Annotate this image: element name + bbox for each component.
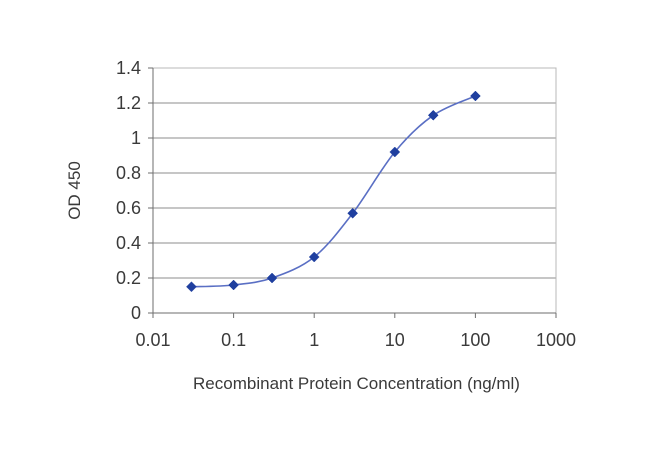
y-tick-label: 0.2 — [116, 268, 141, 288]
data-point-diamond — [347, 207, 359, 219]
x-tick-label: 10 — [385, 330, 405, 350]
grid-lines — [153, 67, 556, 279]
y-tick-label: 1 — [131, 128, 141, 148]
tick-labels: 0 0.2 0.4 0.6 0.8 1 1.2 1.4 0.01 0.1 1 10 100 1000 — [116, 58, 576, 350]
axes — [148, 67, 557, 318]
data-points — [186, 90, 481, 293]
y-tick-label: 0.4 — [116, 233, 141, 253]
x-tick-label: 1000 — [536, 330, 576, 350]
x-tick-label: 1 — [309, 330, 319, 350]
x-axis-title: Recombinant Protein Concentration (ng/ml… — [193, 374, 520, 393]
fit-curve — [191, 95, 476, 288]
data-point-diamond — [228, 279, 239, 291]
data-point-diamond — [427, 109, 439, 121]
data-point-diamond — [389, 146, 401, 158]
y-tick-label: 0 — [131, 303, 141, 323]
y-tick-label: 0.6 — [116, 198, 141, 218]
data-point-diamond — [266, 272, 278, 284]
x-tick-label: 0.1 — [221, 330, 246, 350]
y-axis-title: OD 450 — [65, 161, 84, 220]
data-point-diamond — [186, 281, 197, 293]
y-tick-label: 1.4 — [116, 58, 141, 78]
data-point-diamond — [470, 90, 481, 102]
x-tick-label: 100 — [460, 330, 490, 350]
y-tick-label: 1.2 — [116, 93, 141, 113]
plot-area — [152, 67, 557, 314]
x-tick-label: 0.01 — [135, 330, 170, 350]
data-point-diamond — [308, 251, 320, 263]
y-tick-label: 0.8 — [116, 163, 141, 183]
